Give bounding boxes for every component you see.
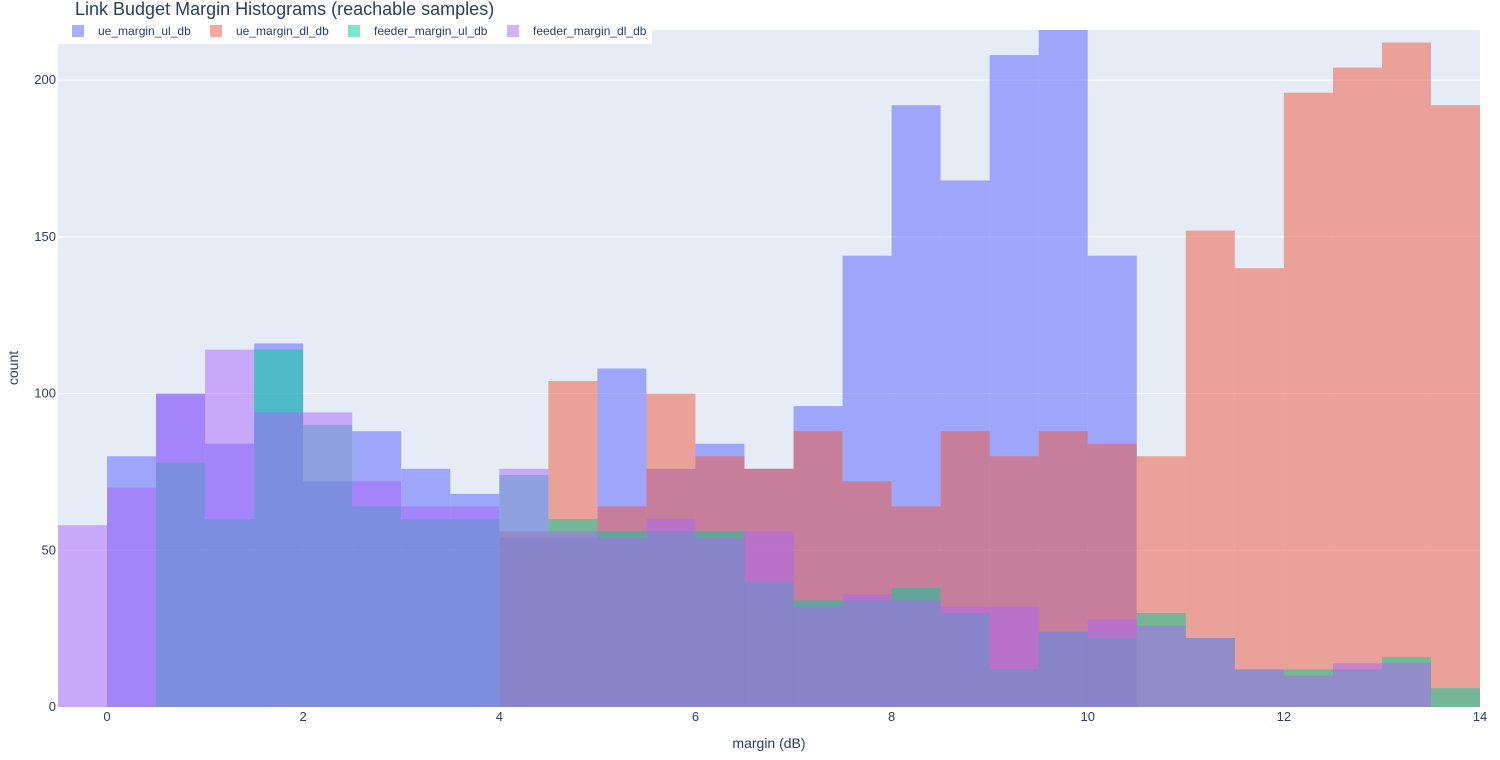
y-tick-label: 0 xyxy=(49,699,56,714)
histogram-bar[interactable] xyxy=(450,506,500,707)
histogram-bar[interactable] xyxy=(793,606,843,707)
histogram-bar[interactable] xyxy=(695,537,745,707)
legend-label[interactable]: feeder_margin_ul_db xyxy=(374,24,488,38)
chart-title: Link Budget Margin Histograms (reachable… xyxy=(75,0,494,19)
histogram-bar[interactable] xyxy=(1332,67,1382,708)
histogram-bar[interactable] xyxy=(744,531,794,707)
histogram-bar[interactable] xyxy=(940,606,990,707)
histogram-bar[interactable] xyxy=(352,481,402,707)
histogram-bar[interactable] xyxy=(891,600,941,707)
histogram-bar[interactable] xyxy=(1185,638,1235,707)
y-tick-label: 100 xyxy=(34,386,56,401)
histogram-bar[interactable] xyxy=(597,537,647,707)
legend-swatch[interactable] xyxy=(210,25,222,37)
x-tick-label: 10 xyxy=(1080,709,1094,724)
histogram-bar[interactable] xyxy=(401,506,451,707)
x-tick-label: 8 xyxy=(888,709,895,724)
legend-swatch[interactable] xyxy=(507,25,519,37)
y-axis-ticks: 0 50 100 150 200 xyxy=(34,72,56,714)
histogram-bar[interactable] xyxy=(1381,663,1431,707)
histogram-bar[interactable] xyxy=(1381,42,1431,707)
histogram-bar[interactable] xyxy=(1283,675,1333,707)
histogram-bar[interactable] xyxy=(842,594,892,707)
y-tick-label: 150 xyxy=(34,229,56,244)
histogram-bar[interactable] xyxy=(646,518,696,707)
histogram-bar[interactable] xyxy=(1087,619,1137,707)
x-tick-label: 14 xyxy=(1473,709,1487,724)
legend-swatch[interactable] xyxy=(348,25,360,37)
x-tick-label: 12 xyxy=(1277,709,1291,724)
histogram-bar[interactable] xyxy=(205,349,255,707)
histogram-bar[interactable] xyxy=(1283,92,1333,708)
histogram-bar[interactable] xyxy=(1234,669,1284,707)
x-tick-label: 2 xyxy=(300,709,307,724)
histogram-bar[interactable] xyxy=(989,606,1039,707)
x-axis-title: margin (dB) xyxy=(732,735,805,751)
histogram-bar[interactable] xyxy=(548,531,598,707)
histogram-bar[interactable] xyxy=(1332,663,1382,707)
histogram-bars xyxy=(58,30,1480,708)
histogram-bar[interactable] xyxy=(1185,230,1235,707)
legend-swatch[interactable] xyxy=(72,25,84,37)
histogram-bar[interactable] xyxy=(107,487,157,707)
histogram-bar[interactable] xyxy=(499,468,549,707)
series-feeder_margin_dl_db[interactable] xyxy=(58,349,1431,707)
histogram-bar[interactable] xyxy=(1136,625,1186,707)
histogram-bar[interactable] xyxy=(303,412,353,707)
histogram-bar[interactable] xyxy=(1430,105,1480,707)
y-axis-title: count xyxy=(5,351,21,385)
histogram-bar[interactable] xyxy=(254,412,304,707)
y-tick-label: 200 xyxy=(34,72,56,87)
legend-label[interactable]: ue_margin_ul_db xyxy=(98,24,191,38)
x-tick-label: 4 xyxy=(496,709,503,724)
histogram-bar[interactable] xyxy=(58,525,108,707)
x-axis-ticks: 0 2 4 6 8 10 12 14 xyxy=(103,709,1487,724)
x-tick-label: 0 xyxy=(103,709,110,724)
histogram-bar[interactable] xyxy=(1234,268,1284,707)
histogram-bar[interactable] xyxy=(156,393,206,707)
legend-label[interactable]: ue_margin_dl_db xyxy=(236,24,329,38)
y-tick-label: 50 xyxy=(42,542,56,557)
legend-label[interactable]: feeder_margin_dl_db xyxy=(533,24,647,38)
x-tick-label: 6 xyxy=(692,709,699,724)
histogram-bar[interactable] xyxy=(1038,631,1088,707)
histogram-bar[interactable] xyxy=(1430,688,1480,707)
legend[interactable]: ue_margin_ul_db ue_margin_dl_db feeder_mar… xyxy=(72,24,647,38)
